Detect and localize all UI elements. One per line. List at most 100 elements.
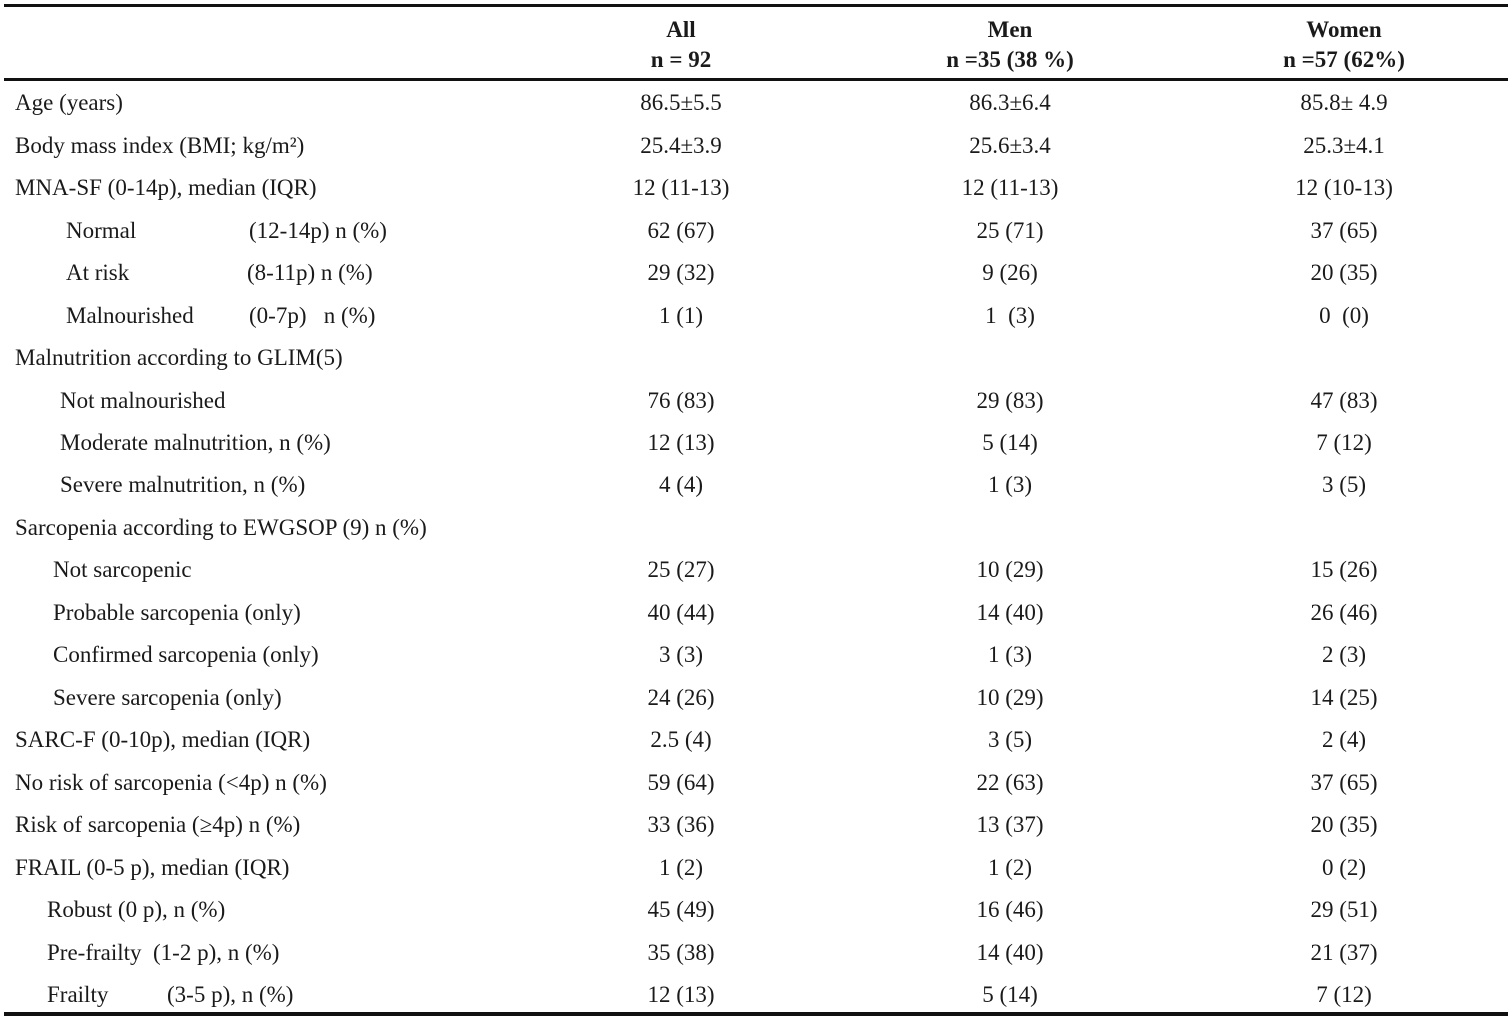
table-row: Robust (0 p), n (%) 45 (49) 16 (46) 29 (… bbox=[0, 895, 1512, 937]
row-label: Severe malnutrition, n (%) bbox=[60, 472, 306, 497]
cell-men: 14 (40) bbox=[976, 940, 1044, 965]
table-header-rule bbox=[4, 78, 1508, 81]
cell-all: 12 (13) bbox=[647, 982, 715, 1007]
row-label: Risk of sarcopenia (≥4p) n (%) bbox=[15, 812, 301, 837]
row-label: Frailty bbox=[47, 982, 109, 1007]
table-row: Malnutrition according to GLIM(5) bbox=[0, 343, 1512, 385]
cell-men: 16 (46) bbox=[976, 897, 1044, 922]
cell-men: 1 (2) bbox=[987, 855, 1033, 880]
table-row: Malnourished (0-7p) n (%) 1 (1) 1 (3) 0 … bbox=[0, 301, 1512, 343]
cell-women: 47 (83) bbox=[1310, 388, 1378, 413]
table-row: Moderate malnutrition, n (%) 12 (13) 5 (… bbox=[0, 428, 1512, 470]
table-row: Sarcopenia according to EWGSOP (9) n (%) bbox=[0, 513, 1512, 555]
cell-men: 3 (5) bbox=[987, 727, 1033, 752]
cell-women: 20 (35) bbox=[1310, 260, 1378, 285]
cell-women: 0 (0) bbox=[1319, 303, 1369, 328]
cell-men: 1 (3) bbox=[987, 472, 1033, 497]
row-label: Pre-frailty (1-2 p), n (%) bbox=[47, 940, 280, 965]
cell-all: 12 (13) bbox=[647, 430, 715, 455]
cell-all: 40 (44) bbox=[647, 600, 715, 625]
cell-women: 20 (35) bbox=[1310, 812, 1378, 837]
table-row: Not sarcopenic 25 (27) 10 (29) 15 (26) bbox=[0, 555, 1512, 597]
table-row: Body mass index (BMI; kg/m²) 25.4±3.9 25… bbox=[0, 131, 1512, 173]
row-label: No risk of sarcopenia (<4p) n (%) bbox=[15, 770, 327, 795]
cell-women: 0 (2) bbox=[1321, 855, 1367, 880]
table-row: Risk of sarcopenia (≥4p) n (%) 33 (36) 1… bbox=[0, 810, 1512, 852]
cell-women: 7 (12) bbox=[1316, 982, 1372, 1007]
cell-men: 86.3±6.4 bbox=[969, 90, 1051, 115]
cell-all: 25 (27) bbox=[647, 557, 715, 582]
row-sublabel: (8-11p) n (%) bbox=[247, 260, 373, 285]
cell-all: 1 (2) bbox=[658, 855, 704, 880]
table-row: Severe malnutrition, n (%) 4 (4) 1 (3) 3… bbox=[0, 470, 1512, 512]
cell-men: 10 (29) bbox=[976, 557, 1044, 582]
cell-women: 3 (5) bbox=[1321, 472, 1367, 497]
cell-all: 29 (32) bbox=[647, 260, 715, 285]
table-row: MNA-SF (0-14p), median (IQR) 12 (11-13) … bbox=[0, 173, 1512, 215]
cell-women: 12 (10-13) bbox=[1295, 175, 1393, 200]
row-label: Age (years) bbox=[15, 90, 123, 115]
table-row: Age (years) 86.5±5.5 86.3±6.4 85.8± 4.9 bbox=[0, 88, 1512, 130]
cell-all: 2.5 (4) bbox=[650, 727, 712, 752]
row-sublabel: (0-7p) n (%) bbox=[249, 303, 376, 328]
table-bottom-rule bbox=[4, 1012, 1508, 1016]
cell-all: 86.5±5.5 bbox=[640, 90, 722, 115]
table-row: Frailty (3-5 p), n (%) 12 (13) 5 (14) 7 … bbox=[0, 980, 1512, 1022]
row-label: Malnutrition according to GLIM(5) bbox=[15, 345, 343, 370]
cell-all: 45 (49) bbox=[647, 897, 715, 922]
row-label: Malnourished bbox=[66, 303, 194, 328]
cell-men: 5 (14) bbox=[982, 430, 1038, 455]
table-row: Normal (12-14p) n (%) 62 (67) 25 (71) 37… bbox=[0, 216, 1512, 258]
column-header-men: Men n =35 (38 %) bbox=[880, 15, 1140, 75]
cell-all: 62 (67) bbox=[647, 218, 715, 243]
table-row: Probable sarcopenia (only) 40 (44) 14 (4… bbox=[0, 598, 1512, 640]
cell-men: 1 (3) bbox=[985, 303, 1035, 328]
cell-women: 2 (4) bbox=[1321, 727, 1367, 752]
cell-all: 33 (36) bbox=[647, 812, 715, 837]
row-label: Probable sarcopenia (only) bbox=[53, 600, 301, 625]
column-header-women-title: Women bbox=[1306, 17, 1382, 42]
cell-women: 29 (51) bbox=[1310, 897, 1378, 922]
cell-all: 24 (26) bbox=[647, 685, 715, 710]
table-row: Pre-frailty (1-2 p), n (%) 35 (38) 14 (4… bbox=[0, 938, 1512, 980]
cell-all: 76 (83) bbox=[647, 388, 715, 413]
cell-men: 25.6±3.4 bbox=[969, 133, 1051, 158]
cell-women: 7 (12) bbox=[1316, 430, 1372, 455]
cell-women: 21 (37) bbox=[1310, 940, 1378, 965]
cell-all: 59 (64) bbox=[647, 770, 715, 795]
row-sublabel: (12-14p) n (%) bbox=[249, 218, 387, 243]
cell-women: 85.8± 4.9 bbox=[1300, 90, 1388, 115]
cell-men: 13 (37) bbox=[976, 812, 1044, 837]
cell-women: 25.3±4.1 bbox=[1303, 133, 1385, 158]
table-row: At risk (8-11p) n (%) 29 (32) 9 (26) 20 … bbox=[0, 258, 1512, 300]
cell-men: 22 (63) bbox=[976, 770, 1044, 795]
column-header-men-n: n =35 (38 %) bbox=[946, 47, 1074, 72]
table-row: Confirmed sarcopenia (only) 3 (3) 1 (3) … bbox=[0, 640, 1512, 682]
row-label: Moderate malnutrition, n (%) bbox=[60, 430, 331, 455]
row-label: MNA-SF (0-14p), median (IQR) bbox=[15, 175, 317, 200]
table-row: Severe sarcopenia (only) 24 (26) 10 (29)… bbox=[0, 683, 1512, 725]
cell-men: 12 (11-13) bbox=[961, 175, 1059, 200]
column-header-all-n: n = 92 bbox=[650, 47, 712, 72]
row-label: Not malnourished bbox=[60, 388, 226, 413]
row-label: Sarcopenia according to EWGSOP (9) n (%) bbox=[15, 515, 427, 540]
table-row: No risk of sarcopenia (<4p) n (%) 59 (64… bbox=[0, 768, 1512, 810]
cell-men: 10 (29) bbox=[976, 685, 1044, 710]
cell-women: 15 (26) bbox=[1310, 557, 1378, 582]
column-header-men-title: Men bbox=[987, 17, 1033, 42]
row-sublabel: (3-5 p), n (%) bbox=[167, 982, 294, 1007]
row-label: Body mass index (BMI; kg/m²) bbox=[15, 133, 305, 158]
cell-men: 29 (83) bbox=[976, 388, 1044, 413]
row-label: Robust (0 p), n (%) bbox=[47, 897, 226, 922]
cell-men: 1 (3) bbox=[987, 642, 1033, 667]
cell-men: 9 (26) bbox=[982, 260, 1038, 285]
cell-all: 3 (3) bbox=[658, 642, 704, 667]
table-top-rule bbox=[4, 4, 1508, 7]
cell-all: 1 (1) bbox=[658, 303, 704, 328]
column-header-women-n: n =57 (62%) bbox=[1283, 47, 1405, 72]
row-label: FRAIL (0-5 p), median (IQR) bbox=[15, 855, 290, 880]
row-label: At risk bbox=[66, 260, 130, 285]
row-label: Confirmed sarcopenia (only) bbox=[53, 642, 319, 667]
column-header-all: All n = 92 bbox=[581, 15, 781, 75]
cell-women: 26 (46) bbox=[1310, 600, 1378, 625]
